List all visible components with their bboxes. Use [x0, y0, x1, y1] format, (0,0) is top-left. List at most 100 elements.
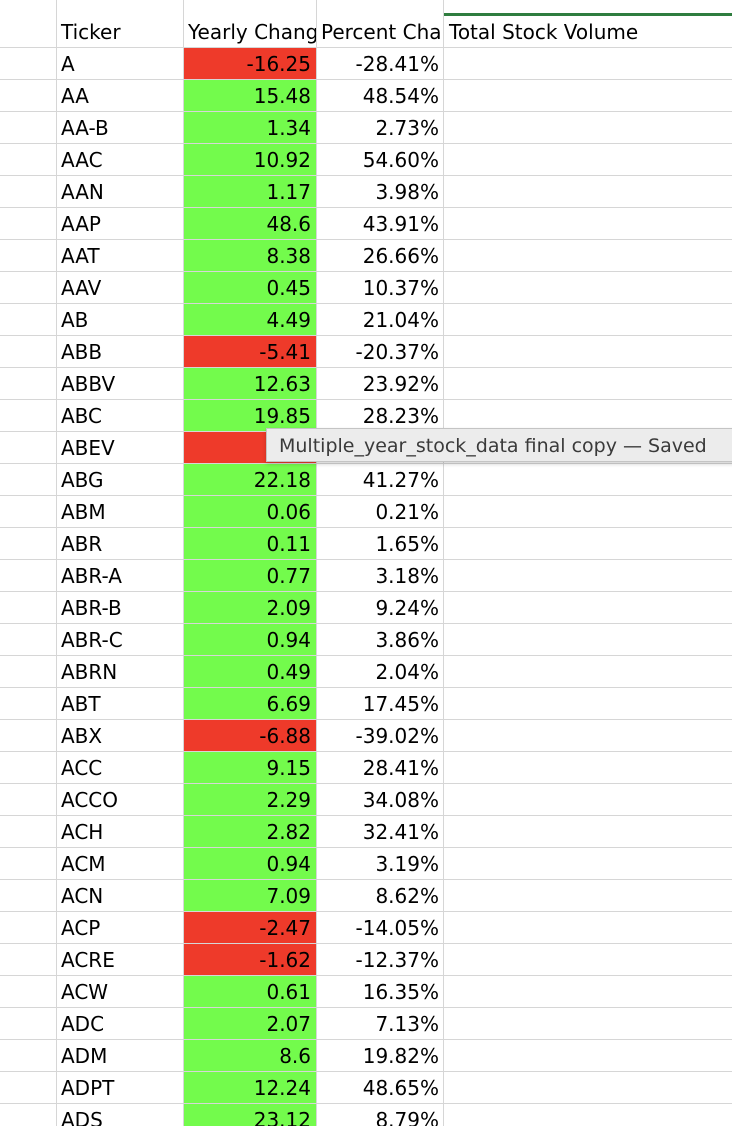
cell-ticker[interactable]: AAN — [61, 180, 104, 204]
cell-total-stock-volume[interactable] — [444, 656, 732, 687]
cell-ticker[interactable]: ABC — [61, 404, 103, 428]
cell-ticker[interactable]: ABR-C — [61, 628, 123, 652]
cell-percent-change[interactable]: 28.23% — [362, 404, 439, 428]
cell-total-stock-volume[interactable] — [444, 336, 732, 367]
cell-yearly-change[interactable]: 0.11 — [184, 528, 316, 559]
cell-yearly-change[interactable]: -16.25 — [184, 48, 316, 79]
cell-percent-change[interactable]: -39.02% — [355, 724, 439, 748]
cell-percent-change[interactable]: 9.24% — [375, 596, 439, 620]
cell-percent-change[interactable]: 48.65% — [362, 1076, 439, 1100]
cell-yearly-change[interactable]: 9.15 — [184, 752, 316, 783]
cell-yearly-change[interactable]: 7.09 — [184, 880, 316, 911]
cell-total-stock-volume[interactable] — [444, 848, 732, 879]
cell-ticker[interactable]: ADS — [61, 1108, 103, 1126]
cell-yearly-change[interactable]: 19.85 — [184, 400, 316, 431]
cell-total-stock-volume[interactable] — [444, 1072, 732, 1103]
cell-yearly-change[interactable]: 22.18 — [184, 464, 316, 495]
cell-total-stock-volume[interactable] — [444, 944, 732, 975]
cell-total-stock-volume[interactable] — [444, 784, 732, 815]
cell-percent-change[interactable]: 17.45% — [362, 692, 439, 716]
cell-yearly-change[interactable]: 6.69 — [184, 688, 316, 719]
cell-percent-change[interactable]: 3.19% — [375, 852, 439, 876]
cell-percent-change[interactable]: 43.91% — [362, 212, 439, 236]
cell-ticker[interactable]: AA-B — [61, 116, 109, 140]
cell-ticker[interactable]: ACW — [61, 980, 109, 1004]
cell-ticker[interactable]: ABRN — [61, 660, 118, 684]
cell-yearly-change[interactable]: 2.82 — [184, 816, 316, 847]
cell-ticker[interactable]: ACC — [61, 756, 103, 780]
cell-yearly-change[interactable]: 12.63 — [184, 368, 316, 399]
cell-ticker[interactable]: AAC — [61, 148, 103, 172]
cell-total-stock-volume[interactable] — [444, 1008, 732, 1039]
cell-ticker[interactable]: ACP — [61, 916, 101, 940]
cell-percent-change[interactable]: 3.86% — [375, 628, 439, 652]
cell-total-stock-volume[interactable] — [444, 144, 732, 175]
cell-total-stock-volume[interactable] — [444, 976, 732, 1007]
cell-total-stock-volume[interactable] — [444, 208, 732, 239]
cell-ticker[interactable]: AAT — [61, 244, 100, 268]
cell-ticker[interactable]: AAP — [61, 212, 101, 236]
cell-ticker[interactable]: ABBV — [61, 372, 116, 396]
cell-percent-change[interactable]: -20.37% — [355, 340, 439, 364]
cell-percent-change[interactable]: 0.21% — [375, 500, 439, 524]
cell-total-stock-volume[interactable] — [444, 80, 732, 111]
cell-total-stock-volume[interactable] — [444, 592, 732, 623]
cell-yearly-change[interactable]: -2.47 — [184, 912, 316, 943]
cell-ticker[interactable]: ADC — [61, 1012, 105, 1036]
cell-percent-change[interactable]: 34.08% — [362, 788, 439, 812]
cell-ticker[interactable]: AA — [61, 84, 89, 108]
cell-percent-change[interactable]: 48.54% — [362, 84, 439, 108]
cell-percent-change[interactable]: 23.92% — [362, 372, 439, 396]
cell-ticker[interactable]: ABT — [61, 692, 101, 716]
cell-total-stock-volume[interactable] — [444, 176, 732, 207]
header-yearly-change[interactable]: Yearly Change — [188, 20, 316, 44]
cell-yearly-change[interactable]: 23.12 — [184, 1104, 316, 1126]
cell-total-stock-volume[interactable] — [444, 240, 732, 271]
cell-yearly-change[interactable]: -1.62 — [184, 944, 316, 975]
cell-percent-change[interactable]: 3.18% — [375, 564, 439, 588]
cell-percent-change[interactable]: -28.41% — [355, 52, 439, 76]
cell-percent-change[interactable]: 54.60% — [362, 148, 439, 172]
cell-ticker[interactable]: A — [61, 52, 75, 76]
cell-ticker[interactable]: ABX — [61, 724, 103, 748]
cell-yearly-change[interactable]: -5.41 — [184, 336, 316, 367]
cell-percent-change[interactable]: 41.27% — [362, 468, 439, 492]
cell-ticker[interactable]: ABEV — [61, 436, 115, 460]
cell-total-stock-volume[interactable] — [444, 816, 732, 847]
cell-total-stock-volume[interactable] — [444, 1040, 732, 1071]
cell-total-stock-volume[interactable] — [444, 560, 732, 591]
cell-percent-change[interactable]: 28.41% — [362, 756, 439, 780]
cell-yearly-change[interactable]: 0.94 — [184, 848, 316, 879]
cell-ticker[interactable]: ADPT — [61, 1076, 115, 1100]
cell-ticker[interactable]: ACM — [61, 852, 106, 876]
cell-percent-change[interactable]: 3.98% — [375, 180, 439, 204]
cell-ticker[interactable]: ACCO — [61, 788, 119, 812]
cell-yearly-change[interactable]: 2.29 — [184, 784, 316, 815]
cell-total-stock-volume[interactable] — [444, 1104, 732, 1126]
cell-percent-change[interactable]: 10.37% — [362, 276, 439, 300]
cell-yearly-change[interactable]: 1.17 — [184, 176, 316, 207]
cell-ticker[interactable]: ABR — [61, 532, 103, 556]
cell-total-stock-volume[interactable] — [444, 368, 732, 399]
cell-ticker[interactable]: AAV — [61, 276, 102, 300]
header-percent-change[interactable]: Percent Change — [321, 20, 443, 44]
cell-ticker[interactable]: ABM — [61, 500, 106, 524]
cell-total-stock-volume[interactable] — [444, 304, 732, 335]
cell-total-stock-volume[interactable] — [444, 752, 732, 783]
cell-yearly-change[interactable]: 0.45 — [184, 272, 316, 303]
cell-yearly-change[interactable]: 8.38 — [184, 240, 316, 271]
cell-total-stock-volume[interactable] — [444, 400, 732, 431]
cell-percent-change[interactable]: 26.66% — [362, 244, 439, 268]
cell-percent-change[interactable]: -12.37% — [355, 948, 439, 972]
cell-total-stock-volume[interactable] — [444, 496, 732, 527]
cell-ticker[interactable]: ABR-A — [61, 564, 122, 588]
cell-yearly-change[interactable]: 0.06 — [184, 496, 316, 527]
cell-percent-change[interactable]: 1.65% — [375, 532, 439, 556]
cell-yearly-change[interactable]: 0.61 — [184, 976, 316, 1007]
cell-percent-change[interactable]: 2.04% — [375, 660, 439, 684]
cell-ticker[interactable]: ACN — [61, 884, 104, 908]
cell-percent-change[interactable]: 8.79% — [375, 1108, 439, 1126]
cell-yearly-change[interactable]: 4.49 — [184, 304, 316, 335]
cell-yearly-change[interactable]: 2.09 — [184, 592, 316, 623]
